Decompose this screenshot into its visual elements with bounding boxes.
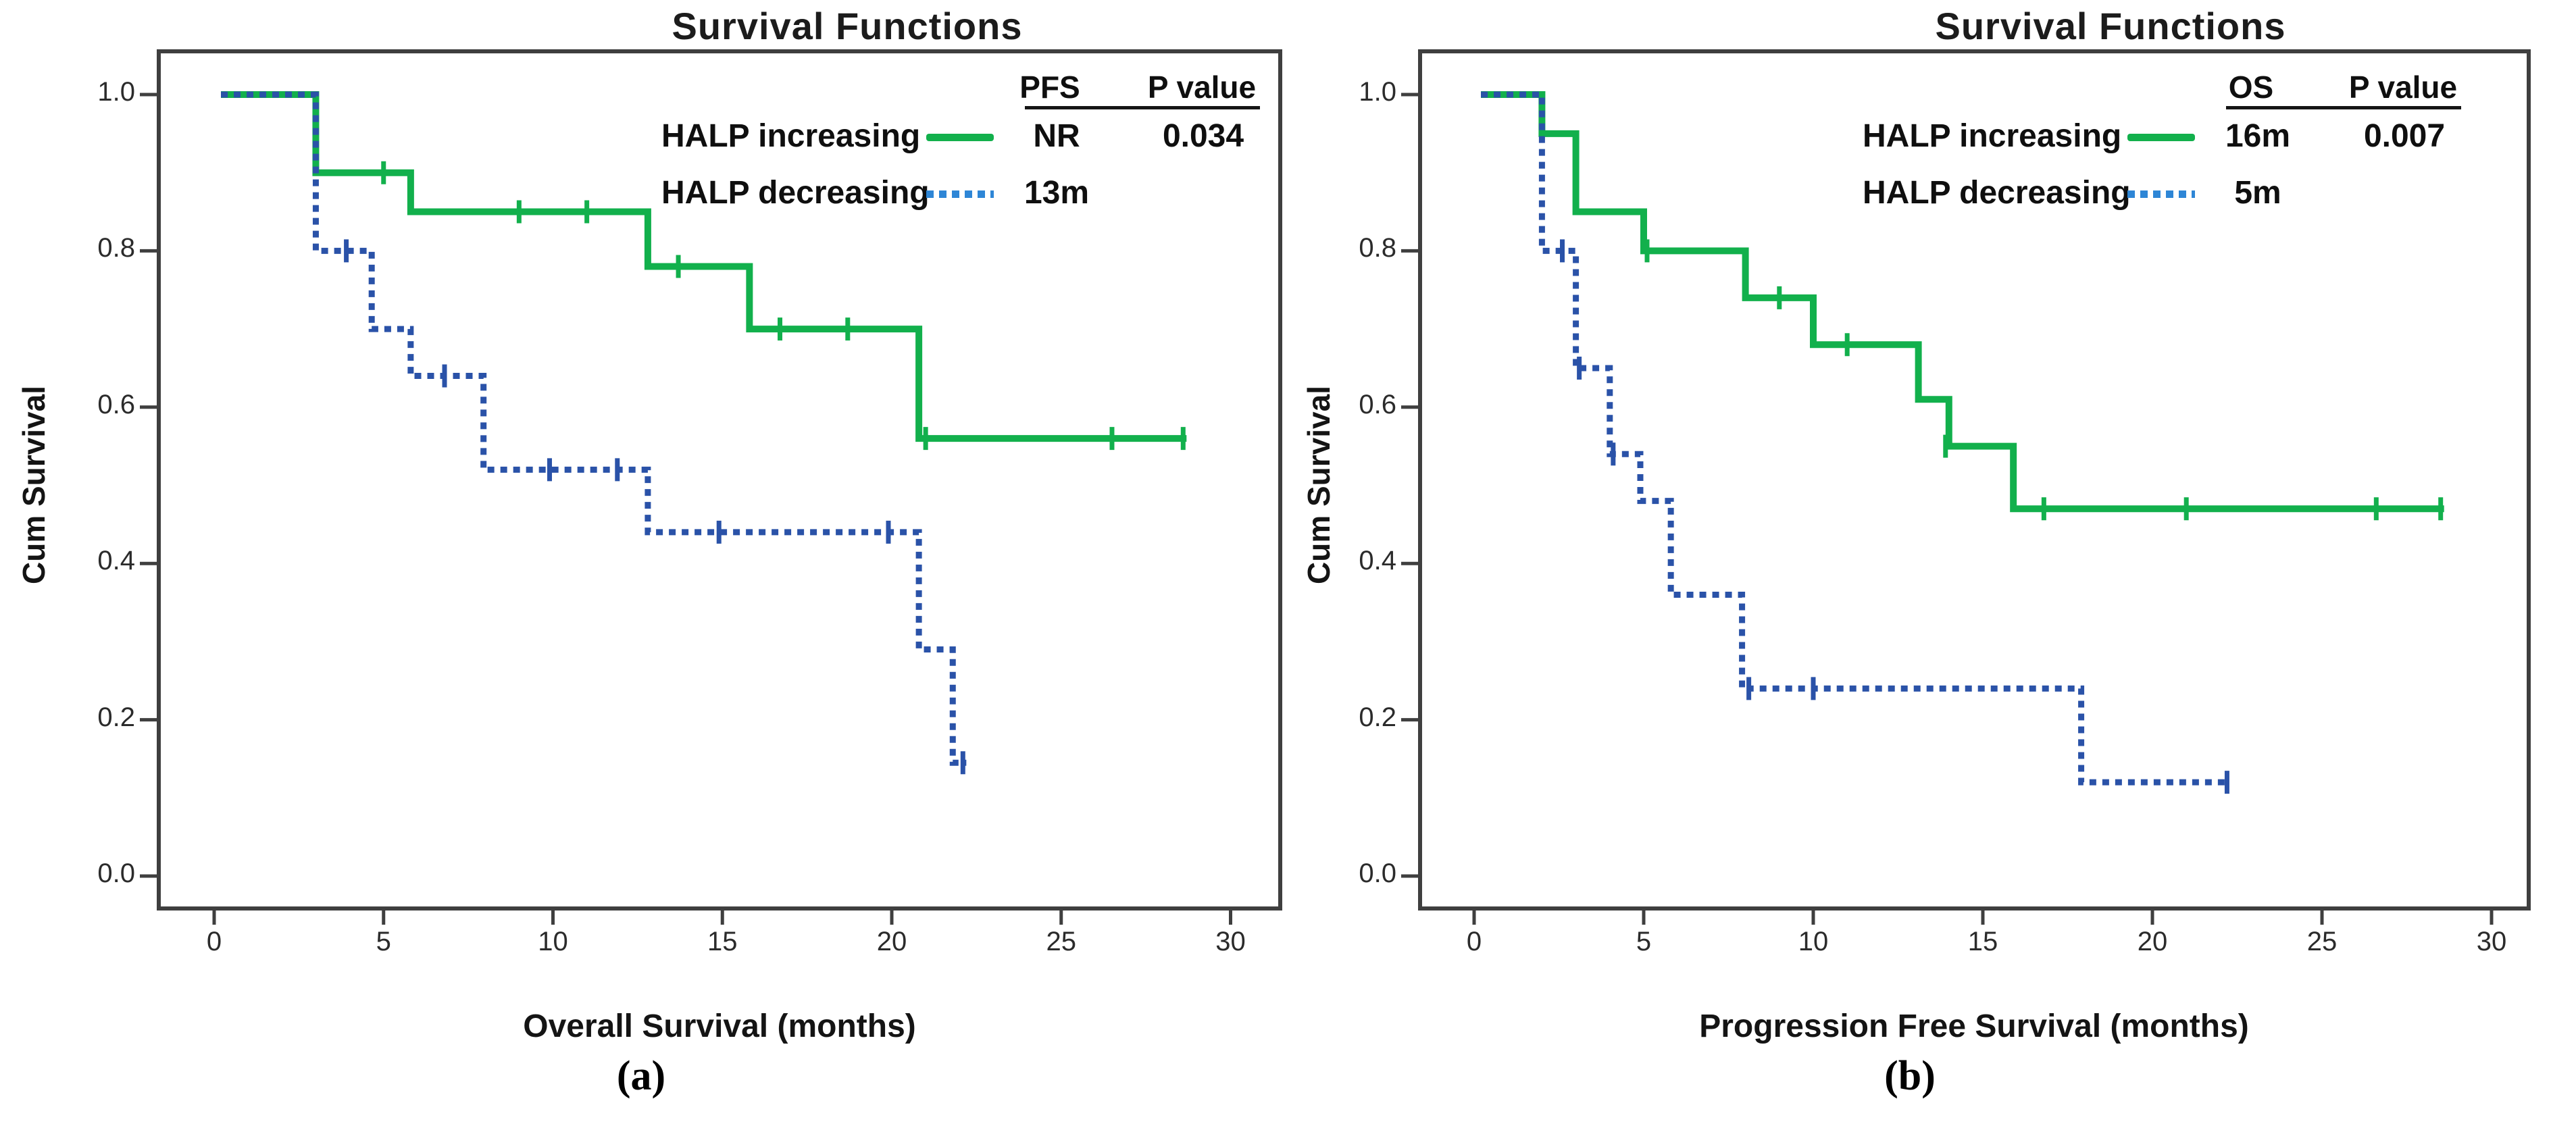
plot-frame (157, 49, 1282, 911)
plot-frame (1418, 49, 2531, 911)
km-curve-halp-decreasing (221, 91, 967, 766)
km-curve-halp-decreasing (1481, 91, 2231, 786)
